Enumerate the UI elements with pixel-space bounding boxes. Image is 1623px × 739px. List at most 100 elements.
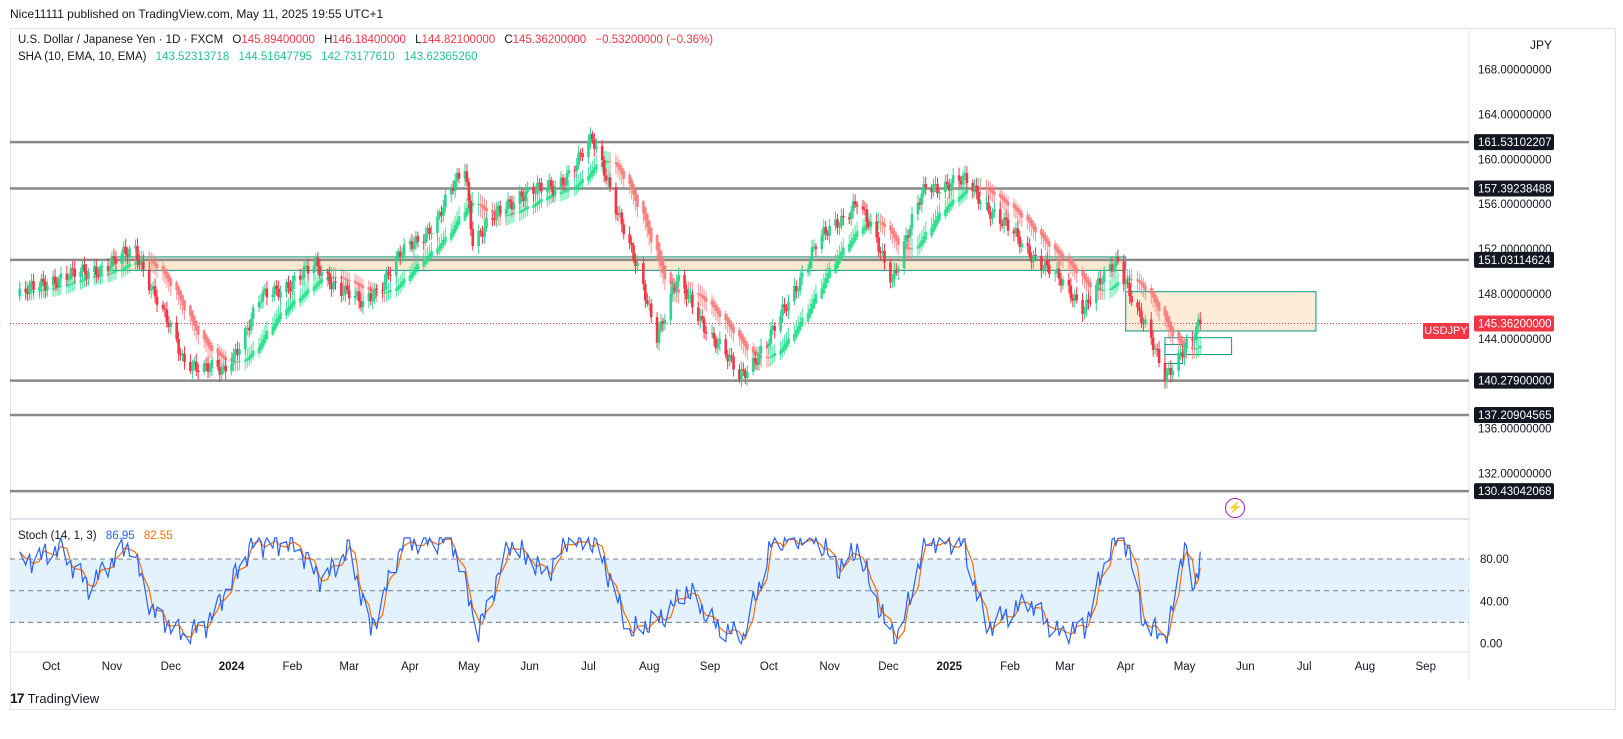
candle-body	[895, 269, 898, 273]
sha-label[interactable]: SHA (10, EMA, 10, EMA)	[18, 51, 147, 63]
candle-body	[40, 278, 43, 288]
stoch-label[interactable]: Stoch (14, 1, 3)	[18, 530, 97, 542]
candle-body	[422, 241, 426, 243]
candle-body	[518, 191, 522, 204]
tradingview-logo[interactable]: 17 TradingView	[10, 690, 99, 706]
candle-body	[26, 291, 29, 295]
stoch-k-line[interactable]	[19, 535, 1201, 646]
candle-body	[675, 281, 678, 291]
sha-bar	[883, 223, 886, 228]
sha-bar	[300, 295, 304, 301]
candle-body	[194, 361, 198, 371]
candle-body	[973, 185, 977, 192]
candles[interactable]	[18, 127, 1202, 389]
candle-body	[975, 185, 979, 192]
candle-body	[687, 295, 690, 300]
candle-body	[702, 319, 706, 332]
sha-bar	[751, 346, 755, 353]
candle-body	[1136, 302, 1139, 308]
candle-body	[498, 205, 502, 214]
price-tick-label: 132.00000000	[1478, 468, 1552, 480]
level-label: 140.27900000	[1478, 376, 1552, 388]
stoch-k-value: 86.95	[105, 530, 135, 542]
sha-bar	[1143, 285, 1147, 291]
candle-body	[1034, 254, 1037, 256]
sha-bar	[181, 295, 184, 306]
sha-bar	[938, 212, 941, 220]
sha-bar	[881, 222, 884, 225]
sha-bar	[634, 189, 637, 201]
sha-bar	[1071, 261, 1075, 268]
time-tick-label: Apr	[401, 661, 419, 673]
chart-frame	[10, 28, 1616, 710]
sha-bar	[194, 320, 198, 331]
candle-body	[822, 227, 826, 236]
candle-body	[1006, 219, 1010, 231]
candle-body	[65, 273, 69, 281]
candle-body	[38, 287, 41, 291]
sha-bar	[455, 220, 459, 229]
candle-body	[834, 219, 837, 226]
candle-body	[471, 229, 475, 247]
candle-body	[1087, 299, 1090, 303]
candle-body	[867, 222, 871, 227]
candle-body	[591, 133, 594, 140]
candle-body	[83, 264, 86, 272]
sha-bar	[343, 278, 347, 280]
sha-bar	[465, 207, 469, 217]
sha-bar	[357, 282, 361, 286]
candle-body	[671, 287, 675, 294]
sha-bar	[910, 248, 914, 250]
candle-body	[430, 233, 433, 235]
sha-bar	[341, 277, 345, 279]
candle-body	[389, 274, 392, 276]
stoch-tick-label: 80.00	[1480, 554, 1509, 566]
sha-bar	[389, 290, 392, 293]
sha-bar	[128, 263, 132, 267]
sha-bar	[814, 293, 818, 304]
sha-bar	[177, 286, 181, 295]
candle-body	[289, 287, 292, 292]
candle-body	[265, 288, 269, 298]
candle-body	[520, 191, 524, 197]
sha-bar	[69, 283, 73, 286]
sha-bar	[1055, 246, 1059, 252]
candle-body	[965, 173, 969, 184]
candle-body	[1042, 268, 1045, 271]
candle-body	[783, 304, 786, 308]
sha-bar	[738, 329, 741, 337]
candle-body	[755, 362, 759, 365]
candle-body	[402, 244, 406, 256]
sha-bar	[471, 202, 475, 206]
sha-bar	[826, 272, 830, 284]
flash-icon[interactable]: ⚡	[1225, 498, 1245, 518]
currency-label[interactable]: JPY	[1530, 38, 1553, 52]
ohlc-legend: U.S. Dollar / Japanese Yen · 1D · FXCM O…	[18, 34, 713, 46]
candle-body	[1185, 339, 1188, 349]
sha-bar	[526, 206, 530, 210]
sha-bar	[594, 164, 598, 171]
sha-bar	[575, 185, 579, 189]
sha-bar	[1171, 326, 1175, 337]
candle-body	[793, 285, 796, 302]
candle-body	[1181, 352, 1184, 358]
symbol-name[interactable]: U.S. Dollar / Japanese Yen · 1D · FXCM	[18, 34, 224, 46]
sha-bar	[277, 315, 281, 323]
candle-body	[218, 366, 222, 375]
sha-bar	[1110, 287, 1114, 290]
candle-body	[893, 269, 896, 280]
close-label: C	[504, 34, 513, 46]
candle-body	[620, 212, 624, 225]
sha-bar	[985, 187, 988, 189]
sha-bar	[1059, 251, 1063, 257]
candle-body	[153, 286, 157, 297]
candle-body	[1030, 257, 1033, 263]
sha-bar	[422, 261, 426, 267]
candle-body	[622, 224, 626, 235]
candle-body	[55, 283, 59, 288]
candle-body	[449, 187, 453, 195]
sha-bar	[836, 259, 839, 269]
sha-bar	[716, 307, 720, 314]
sha-bar	[730, 323, 733, 330]
